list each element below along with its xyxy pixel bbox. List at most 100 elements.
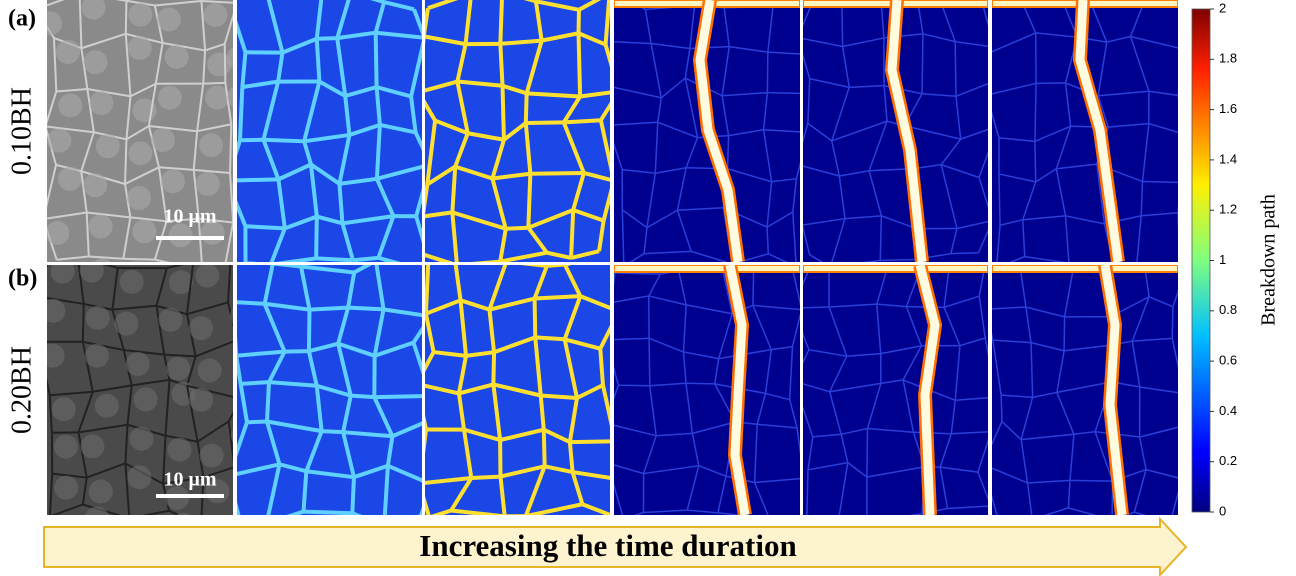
grain-boundary (467, 131, 505, 142)
grain-boundary (876, 268, 888, 305)
grain-boundary (192, 169, 200, 219)
grain-boundary (611, 42, 613, 87)
grain-boundary (977, 471, 988, 501)
grain-boundary (425, 34, 466, 47)
grain-boundary (284, 214, 318, 231)
grain (158, 307, 183, 332)
grain-boundary (567, 397, 579, 443)
grain-boundary (757, 423, 798, 429)
grain-boundary (880, 379, 904, 385)
grain-boundary (335, 0, 351, 39)
grain-boundary (370, 0, 385, 4)
grain-boundary (340, 222, 355, 261)
grain-boundary (125, 125, 150, 141)
grain-boundary (812, 433, 842, 438)
grain-boundary (56, 88, 88, 93)
image-panel (425, 265, 610, 515)
grain-boundary (905, 306, 923, 347)
grain-boundary (465, 350, 495, 358)
grain-boundary (246, 419, 268, 425)
grain-boundary (1145, 468, 1178, 479)
grain (83, 50, 108, 75)
grain-boundary (767, 91, 800, 95)
colorbar-tick-label: 1.4 (1219, 151, 1237, 166)
grain-boundary (614, 337, 650, 341)
grain-boundary (77, 265, 85, 305)
grain-boundary (880, 258, 916, 262)
grain-boundary (803, 306, 830, 309)
grain (80, 434, 105, 459)
colorbar-tick-label: 1.8 (1219, 51, 1237, 66)
grain-boundary (471, 474, 501, 481)
grain-boundary (1124, 511, 1135, 515)
grain-boundary (453, 132, 470, 168)
grain-boundary (880, 5, 885, 38)
grain-boundary (266, 463, 282, 515)
grain-boundary (840, 434, 849, 463)
grain-boundary (1034, 141, 1037, 182)
row-label: 0.20BH (6, 346, 37, 434)
grain-boundary (940, 2, 956, 42)
grain-boundary (450, 212, 459, 262)
grain-boundary (807, 78, 811, 124)
grain-boundary (721, 95, 730, 136)
grain-boundary (646, 173, 657, 228)
grain-boundary (124, 166, 160, 185)
grain-boundary (1043, 507, 1069, 515)
grain-boundary (1065, 215, 1105, 225)
grain-boundary (648, 338, 651, 386)
grain-boundary (237, 462, 280, 477)
grain-boundary (717, 512, 746, 515)
grain (205, 85, 230, 110)
grain (114, 311, 139, 336)
grain-boundary (375, 30, 422, 40)
grain-boundary (499, 250, 548, 262)
grain-boundary (425, 495, 431, 515)
grain-boundary (492, 171, 531, 181)
grain-boundary (1181, 394, 1184, 427)
grain-boundary (347, 305, 384, 312)
grain-boundary (977, 229, 988, 254)
grain-boundary (425, 313, 436, 353)
grain-boundary (197, 420, 230, 443)
grain-boundary (614, 41, 652, 45)
grain-boundary (1024, 255, 1067, 262)
grain-boundary (1030, 341, 1065, 352)
grain-boundary (498, 0, 504, 44)
grain-boundary (425, 351, 436, 373)
grain-boundary (88, 255, 124, 260)
crack (1100, 265, 1127, 515)
grain-boundary (411, 341, 422, 375)
grain-boundary (501, 83, 528, 96)
grain-boundary (999, 218, 1023, 226)
grain-boundary (336, 307, 351, 345)
grain-boundary (80, 171, 88, 213)
grain-boundary (240, 380, 270, 386)
grain-boundary (769, 518, 804, 522)
grain-boundary (1034, 125, 1071, 143)
grain-boundary (387, 463, 422, 483)
grain-boundary (223, 43, 227, 83)
grain-boundary (314, 216, 319, 259)
grain-boundary (849, 84, 885, 89)
grain-boundary (240, 520, 267, 524)
grain-boundary (611, 0, 612, 42)
grain-boundary (1171, 490, 1178, 515)
grain-boundary (413, 131, 422, 151)
grain-boundary (992, 494, 998, 515)
grain-boundary (196, 83, 205, 132)
grain-boundary (599, 101, 610, 122)
grain-boundary (726, 135, 730, 169)
grain-boundary (524, 465, 547, 515)
grain (50, 265, 75, 284)
image-panel (614, 265, 804, 522)
grain (47, 11, 62, 36)
grain-boundary (998, 173, 1001, 226)
grain-boundary (302, 81, 322, 142)
grain-boundary (614, 295, 649, 303)
grain-boundary (78, 423, 128, 434)
grain-boundary (689, 5, 696, 49)
grain-boundary (1097, 95, 1109, 128)
grain-boundary (562, 338, 579, 399)
